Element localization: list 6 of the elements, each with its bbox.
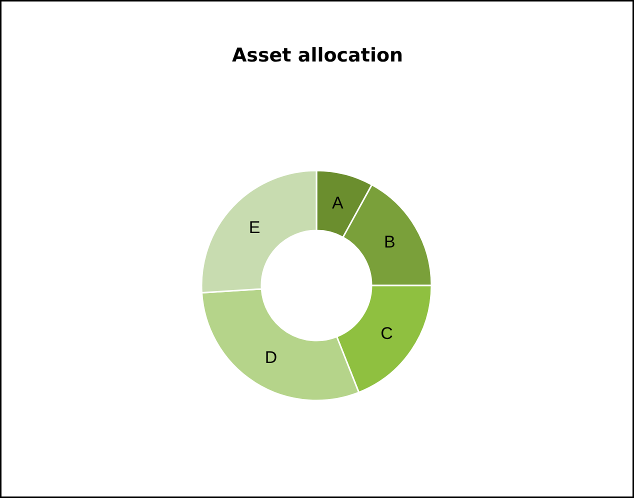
slice-label: B bbox=[384, 232, 396, 252]
slice-label: A bbox=[332, 194, 344, 213]
slice-label: D bbox=[264, 348, 278, 367]
chart-title: Asset allocation bbox=[232, 44, 404, 66]
slice-label: E bbox=[248, 218, 260, 237]
slice-label: C bbox=[380, 324, 393, 343]
